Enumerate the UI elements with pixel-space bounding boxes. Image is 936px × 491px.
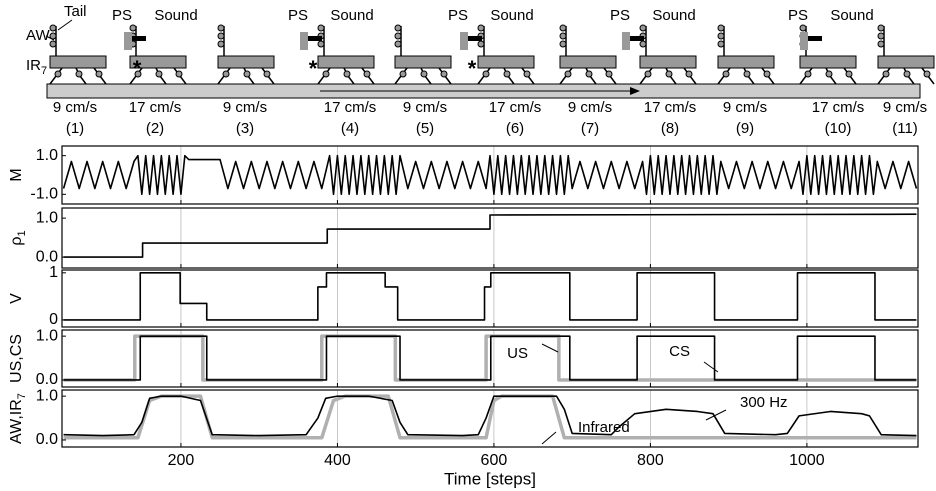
segment-label: (10): [825, 120, 852, 137]
annotation: US: [507, 345, 528, 362]
speed-label: 9 cm/s: [223, 99, 267, 116]
panel-frame: [61, 145, 919, 205]
robot: [799, 24, 857, 85]
y-axis-label-sub: 1: [16, 230, 28, 236]
y-tick-label: 1: [49, 264, 58, 281]
speed-label: 9 cm/s: [403, 99, 447, 116]
series-line: [63, 213, 917, 258]
y-axis-label-text: AW,IR: [8, 399, 25, 444]
ps-label: PS: [610, 7, 630, 24]
sound-label: Sound: [830, 7, 873, 24]
y-tick-label: 0.0: [36, 431, 58, 448]
robot: [717, 24, 775, 85]
marker: *: [133, 56, 142, 81]
segment-label: (2): [146, 120, 164, 137]
series-line: [62, 154, 918, 196]
annotation: Infrared: [578, 419, 630, 436]
speed-label: 9 cm/s: [53, 99, 97, 116]
y-tick-label: 0.0: [36, 248, 58, 265]
marker: *: [309, 56, 318, 81]
speed-label: 17 cm/s: [324, 99, 377, 116]
y-axis-label-text: V: [8, 293, 25, 304]
y-tick-label: 1.0: [36, 387, 58, 404]
speed-label: 17 cm/s: [129, 99, 182, 116]
aw-label: AW: [26, 27, 50, 44]
robot: [217, 24, 275, 85]
y-tick-label: 1.0: [36, 209, 58, 226]
annotation-leader: [703, 361, 719, 373]
series-line: [63, 335, 917, 381]
x-tick-label: 400: [324, 452, 351, 469]
panel-frame: [61, 329, 919, 388]
speed-label: 17 cm/s: [812, 99, 865, 116]
sound-label: Sound: [652, 7, 695, 24]
panel-frame: [61, 207, 919, 269]
y-tick-label: 1.0: [36, 147, 58, 164]
robot: [477, 24, 535, 85]
y-axis-label: V: [8, 293, 25, 304]
y-axis-label-text: ρ: [8, 237, 25, 246]
sound-label: Sound: [330, 7, 373, 24]
robot: [559, 24, 617, 85]
segment-label: (5): [416, 120, 434, 137]
ps-label: PS: [288, 7, 308, 24]
y-tick-label: 1.0: [36, 327, 58, 344]
tail-label: Tail: [64, 3, 87, 20]
y-tick-label: 0: [49, 311, 58, 328]
x-tick-label: 200: [168, 452, 195, 469]
annotation-leader: [705, 409, 727, 421]
x-tick-label: 800: [637, 452, 664, 469]
segment-label: (1): [66, 120, 84, 137]
panel-frame: [61, 269, 919, 328]
annotation-leader: [541, 343, 559, 353]
series-line: [63, 395, 917, 437]
segment-label: (7): [581, 120, 599, 137]
speed-label: 9 cm/s: [568, 99, 612, 116]
sound-label: Sound: [154, 7, 197, 24]
robot: [639, 24, 697, 85]
series-line: [63, 272, 917, 321]
robot: [877, 24, 935, 85]
annotation: CS: [669, 343, 690, 360]
panel-frame: [61, 389, 919, 448]
y-axis-label: AW,IR7: [8, 393, 28, 444]
y-axis-label: ρ1: [8, 230, 28, 245]
ps-label: PS: [112, 7, 132, 24]
segment-label: (11): [892, 120, 918, 137]
leader: [57, 19, 73, 31]
robot: [394, 24, 452, 85]
y-axis-label: US,CS: [8, 334, 25, 383]
stimulus-device: [800, 32, 822, 50]
annotation-leader: [541, 431, 557, 445]
robot: [317, 24, 375, 85]
segment-label: (9): [736, 120, 754, 137]
speed-label: 17 cm/s: [489, 99, 542, 116]
annotation: 300 Hz: [740, 394, 788, 411]
arrow-head: [630, 87, 640, 95]
y-axis-label-text: US,CS: [8, 334, 25, 383]
segment-label: (8): [661, 120, 679, 137]
ps-label: PS: [788, 7, 808, 24]
segment-label: (3): [236, 120, 254, 137]
segment-label: (6): [506, 120, 524, 137]
y-tick-label: -1.0: [30, 186, 58, 203]
robot: [49, 24, 107, 85]
y-tick-label: 0.0: [36, 371, 58, 388]
speed-label: 17 cm/s: [644, 99, 697, 116]
y-axis-label-text: M: [8, 168, 25, 181]
sound-label: Sound: [490, 7, 533, 24]
x-tick-label: 600: [481, 452, 508, 469]
ps-label: PS: [448, 7, 468, 24]
x-axis-label: Time [steps]: [444, 469, 536, 488]
marker: *: [468, 56, 477, 81]
x-tick-label: 1000: [789, 452, 825, 469]
y-axis-label-sub: 7: [16, 393, 28, 399]
y-axis-label: M: [8, 168, 25, 181]
speed-label: 9 cm/s: [883, 99, 927, 116]
ir-label: IR7: [26, 57, 47, 77]
segment-label: (4): [341, 120, 359, 137]
speed-label: 9 cm/s: [723, 99, 767, 116]
